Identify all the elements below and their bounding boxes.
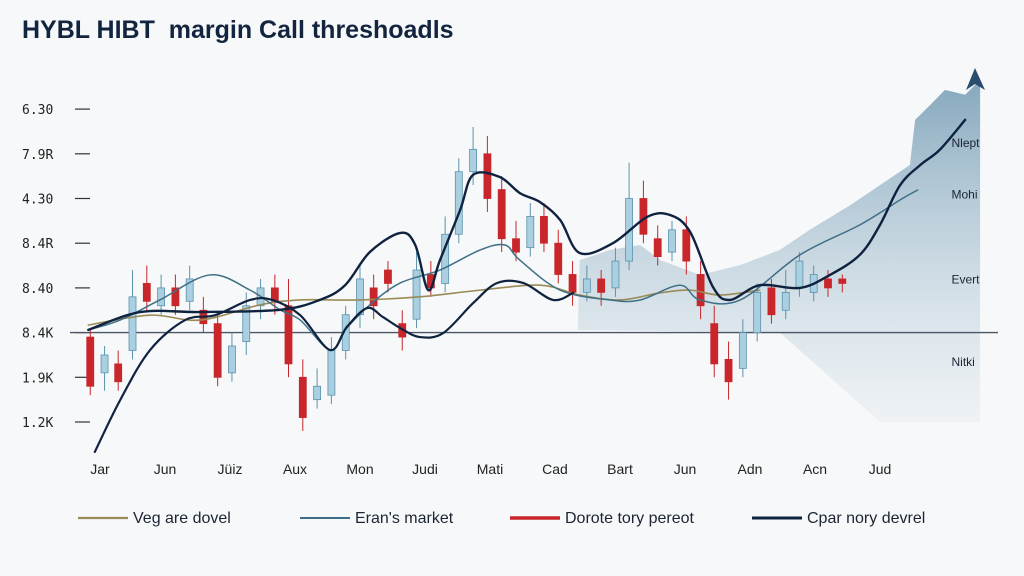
x-tick-label: Adn <box>738 461 763 477</box>
candle-down <box>142 283 151 302</box>
y-tick-label: 4.30 <box>22 193 53 208</box>
y-tick-label: 1.2K <box>22 416 53 431</box>
legend-label: Dorote tory pereot <box>565 510 695 527</box>
x-tick-label: Jüiz <box>218 461 243 477</box>
candle-up <box>228 345 236 374</box>
y-tick-label: 1.9K <box>22 371 53 386</box>
x-tick-label: Acn <box>803 461 827 477</box>
candle-up <box>781 291 790 311</box>
candle-up <box>582 278 591 293</box>
candle-up <box>157 287 166 307</box>
candle-down <box>384 269 392 284</box>
candle-down <box>171 287 180 307</box>
shaded-area <box>577 80 981 423</box>
candle-up <box>469 148 478 173</box>
x-tick-label: Jar <box>90 461 110 477</box>
candle-down <box>86 336 95 387</box>
x-tick-label: Jun <box>154 461 177 477</box>
y-tick-label: 8.4R <box>22 237 53 252</box>
annotation-label: Mohi <box>952 188 978 202</box>
x-tick-label: Mati <box>477 461 503 477</box>
candle-up <box>412 269 421 320</box>
candle-down <box>724 359 733 383</box>
x-tick-label: Mon <box>346 461 373 477</box>
candle-down <box>213 323 222 378</box>
annotation-label: Evert <box>952 272 981 286</box>
candle-down <box>298 376 307 418</box>
candle-up <box>795 260 804 289</box>
candle-down <box>568 274 577 293</box>
y-tick-label: 6.30 <box>22 103 53 118</box>
candle-down <box>653 238 662 258</box>
series-line <box>93 279 575 454</box>
candle-down <box>710 323 719 365</box>
x-tick-label: Cad <box>542 461 568 477</box>
annotation-label: Nitki <box>952 355 975 369</box>
candle-down <box>824 278 832 289</box>
candle-up <box>753 291 762 333</box>
x-tick-label: Bart <box>607 461 633 477</box>
candle-up <box>313 385 322 401</box>
x-tick-label: Jun <box>674 461 697 477</box>
candle-up <box>526 215 535 249</box>
candle-down <box>696 274 705 307</box>
candle-up <box>327 350 336 396</box>
candle-down <box>483 153 492 199</box>
annotation-label: Nlept <box>952 136 981 150</box>
candle-up <box>611 260 620 289</box>
legend-label: Cpar nory devrel <box>807 510 925 527</box>
candle-down <box>682 229 691 262</box>
candle-up <box>128 296 137 351</box>
legend-label: Eran's market <box>355 510 454 527</box>
candle-down <box>540 215 548 244</box>
y-tick-label: 7.9R <box>22 148 53 163</box>
series-line <box>87 118 967 332</box>
candle-down <box>767 287 776 316</box>
candle-up <box>100 354 109 374</box>
x-tick-label: Aux <box>283 461 307 477</box>
candle-up <box>242 305 251 342</box>
candle-down <box>512 238 520 253</box>
candle-down <box>497 189 506 240</box>
candle-down <box>838 278 847 284</box>
chart-title: HYBL HIBT margin Call threshoadls <box>22 16 454 44</box>
arrow-up-icon <box>966 68 985 90</box>
x-tick-label: Judi <box>412 461 438 477</box>
x-tick-label: Jud <box>869 461 892 477</box>
candle-up <box>668 229 676 253</box>
candle-down <box>114 363 123 383</box>
candle-down <box>554 242 563 275</box>
candle-up <box>356 278 364 316</box>
series-line <box>87 284 761 326</box>
candle-up <box>185 278 194 302</box>
candle-down <box>597 278 606 293</box>
candle-down <box>369 287 378 307</box>
y-tick-label: 8.4K <box>22 327 53 342</box>
candle-up <box>738 332 747 369</box>
y-tick-label: 8.40 <box>22 282 53 297</box>
legend-label: Veg are dovel <box>133 510 231 527</box>
series-line <box>87 189 919 351</box>
